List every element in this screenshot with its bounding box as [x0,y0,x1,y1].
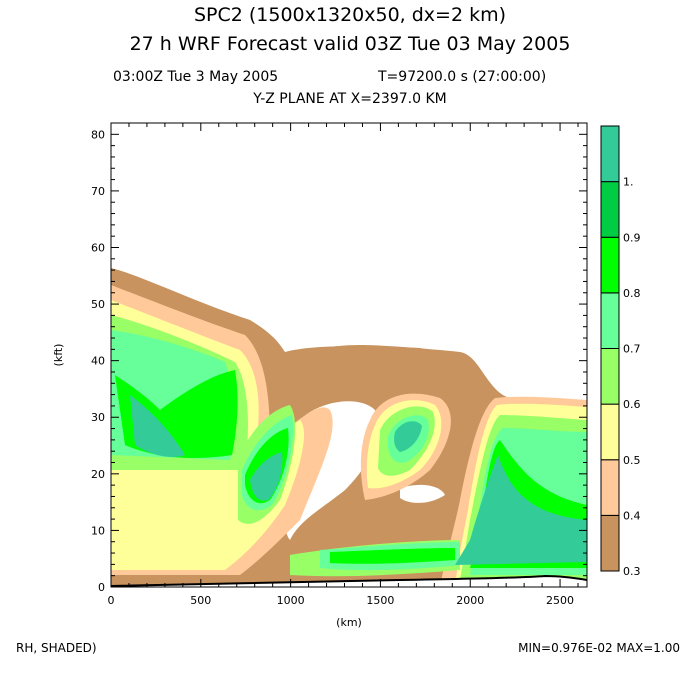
x-tick-label: 1500 [366,594,394,607]
colorbar: 0.3 0.4 0.5 0.6 0.7 0.8 0.9 1. [601,126,641,578]
y-tick-label: 10 [91,524,105,537]
y-tick-label: 60 [91,241,105,254]
colorbar-swatch [601,404,619,460]
colorbar-swatch [601,293,619,349]
y-tick-label: 80 [91,128,105,141]
colorbar-label: 0.9 [623,231,641,244]
y-tick-label: 30 [91,411,105,424]
y-tick-label: 0 [98,581,105,594]
colorbar-swatch [601,515,619,571]
colorbar-label: 0.5 [623,454,641,467]
colorbar-swatch [601,182,619,238]
y-axis-label: (kft) [52,344,65,367]
colorbar-label: 0.7 [623,343,641,356]
colorbar-swatch [601,126,619,182]
x-tick-label: 1000 [277,594,305,607]
colorbar-label: 0.6 [623,398,641,411]
colorbar-label: 0.4 [623,509,641,522]
x-tick-label: 2000 [456,594,484,607]
colorbar-swatch [601,349,619,405]
x-axis-label: (km) [336,616,362,629]
y-tick-label: 40 [91,355,105,368]
field-description: RH, SHADED) [16,641,97,655]
min-max-label: MIN=0.976E-02 MAX=1.00 [518,641,680,655]
x-tick-label: 500 [190,594,211,607]
y-tick-label: 50 [91,298,105,311]
y-tick-label: 20 [91,468,105,481]
colorbar-label: 1. [623,176,634,189]
x-tick-label: 0 [108,594,115,607]
colorbar-swatch [601,237,619,293]
y-tick-label: 70 [91,185,105,198]
x-tick-label: 2500 [546,594,574,607]
colorbar-swatch [601,460,619,516]
colorbar-label: 0.3 [623,565,641,578]
rh-shaded-field [111,268,587,587]
colorbar-label: 0.8 [623,287,641,300]
